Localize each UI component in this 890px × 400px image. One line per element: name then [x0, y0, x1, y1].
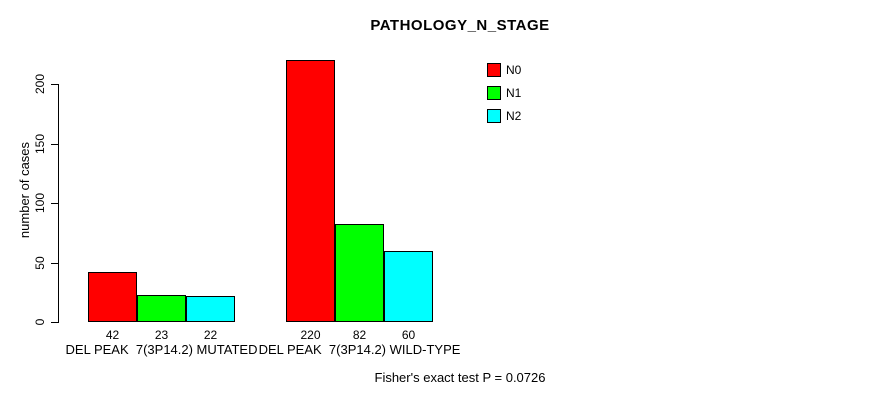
- y-tick-label: 100: [33, 192, 47, 214]
- bar-value-label: 82: [352, 328, 367, 342]
- legend-swatch-n1: [487, 86, 501, 100]
- y-tick-label: 50: [33, 256, 47, 270]
- y-tick-mark: [51, 84, 58, 85]
- legend-label: N1: [506, 86, 522, 100]
- bar-n1: [335, 224, 384, 322]
- y-axis-line: [58, 84, 59, 323]
- bar-n2: [384, 251, 433, 322]
- y-tick-mark: [51, 322, 58, 323]
- legend: N0 N1 N2: [487, 63, 521, 132]
- legend-swatch-n2: [487, 109, 501, 123]
- y-tick-mark: [51, 263, 58, 264]
- legend-swatch-n0: [487, 63, 501, 77]
- y-tick-mark: [51, 144, 58, 145]
- bar-n0: [286, 60, 335, 322]
- fisher-test-annotation: Fisher's exact test P = 0.0726: [374, 370, 546, 385]
- bar-value-label: 22: [203, 328, 218, 342]
- legend-row: N0: [487, 63, 521, 77]
- y-tick-label: 150: [33, 133, 47, 155]
- category-label: DEL PEAK 7(3P14.2) WILD-TYPE: [258, 342, 461, 357]
- bar-value-label: 220: [300, 328, 321, 342]
- y-tick-label: 0: [33, 318, 47, 326]
- bar-value-label: 60: [401, 328, 416, 342]
- legend-row: N2: [487, 109, 521, 123]
- legend-label: N2: [506, 109, 522, 123]
- bar-n1: [137, 295, 186, 322]
- y-tick-mark: [51, 203, 58, 204]
- bar-value-label: 42: [105, 328, 120, 342]
- chart-title: PATHOLOGY_N_STAGE: [370, 17, 550, 34]
- bar-n2: [186, 296, 235, 322]
- legend-label: N0: [506, 63, 522, 77]
- bar-value-label: 23: [154, 328, 169, 342]
- bar-n0: [88, 272, 137, 322]
- y-tick-label: 200: [33, 73, 47, 95]
- legend-row: N1: [487, 86, 521, 100]
- category-label: DEL PEAK 7(3P14.2) MUTATED: [65, 342, 258, 357]
